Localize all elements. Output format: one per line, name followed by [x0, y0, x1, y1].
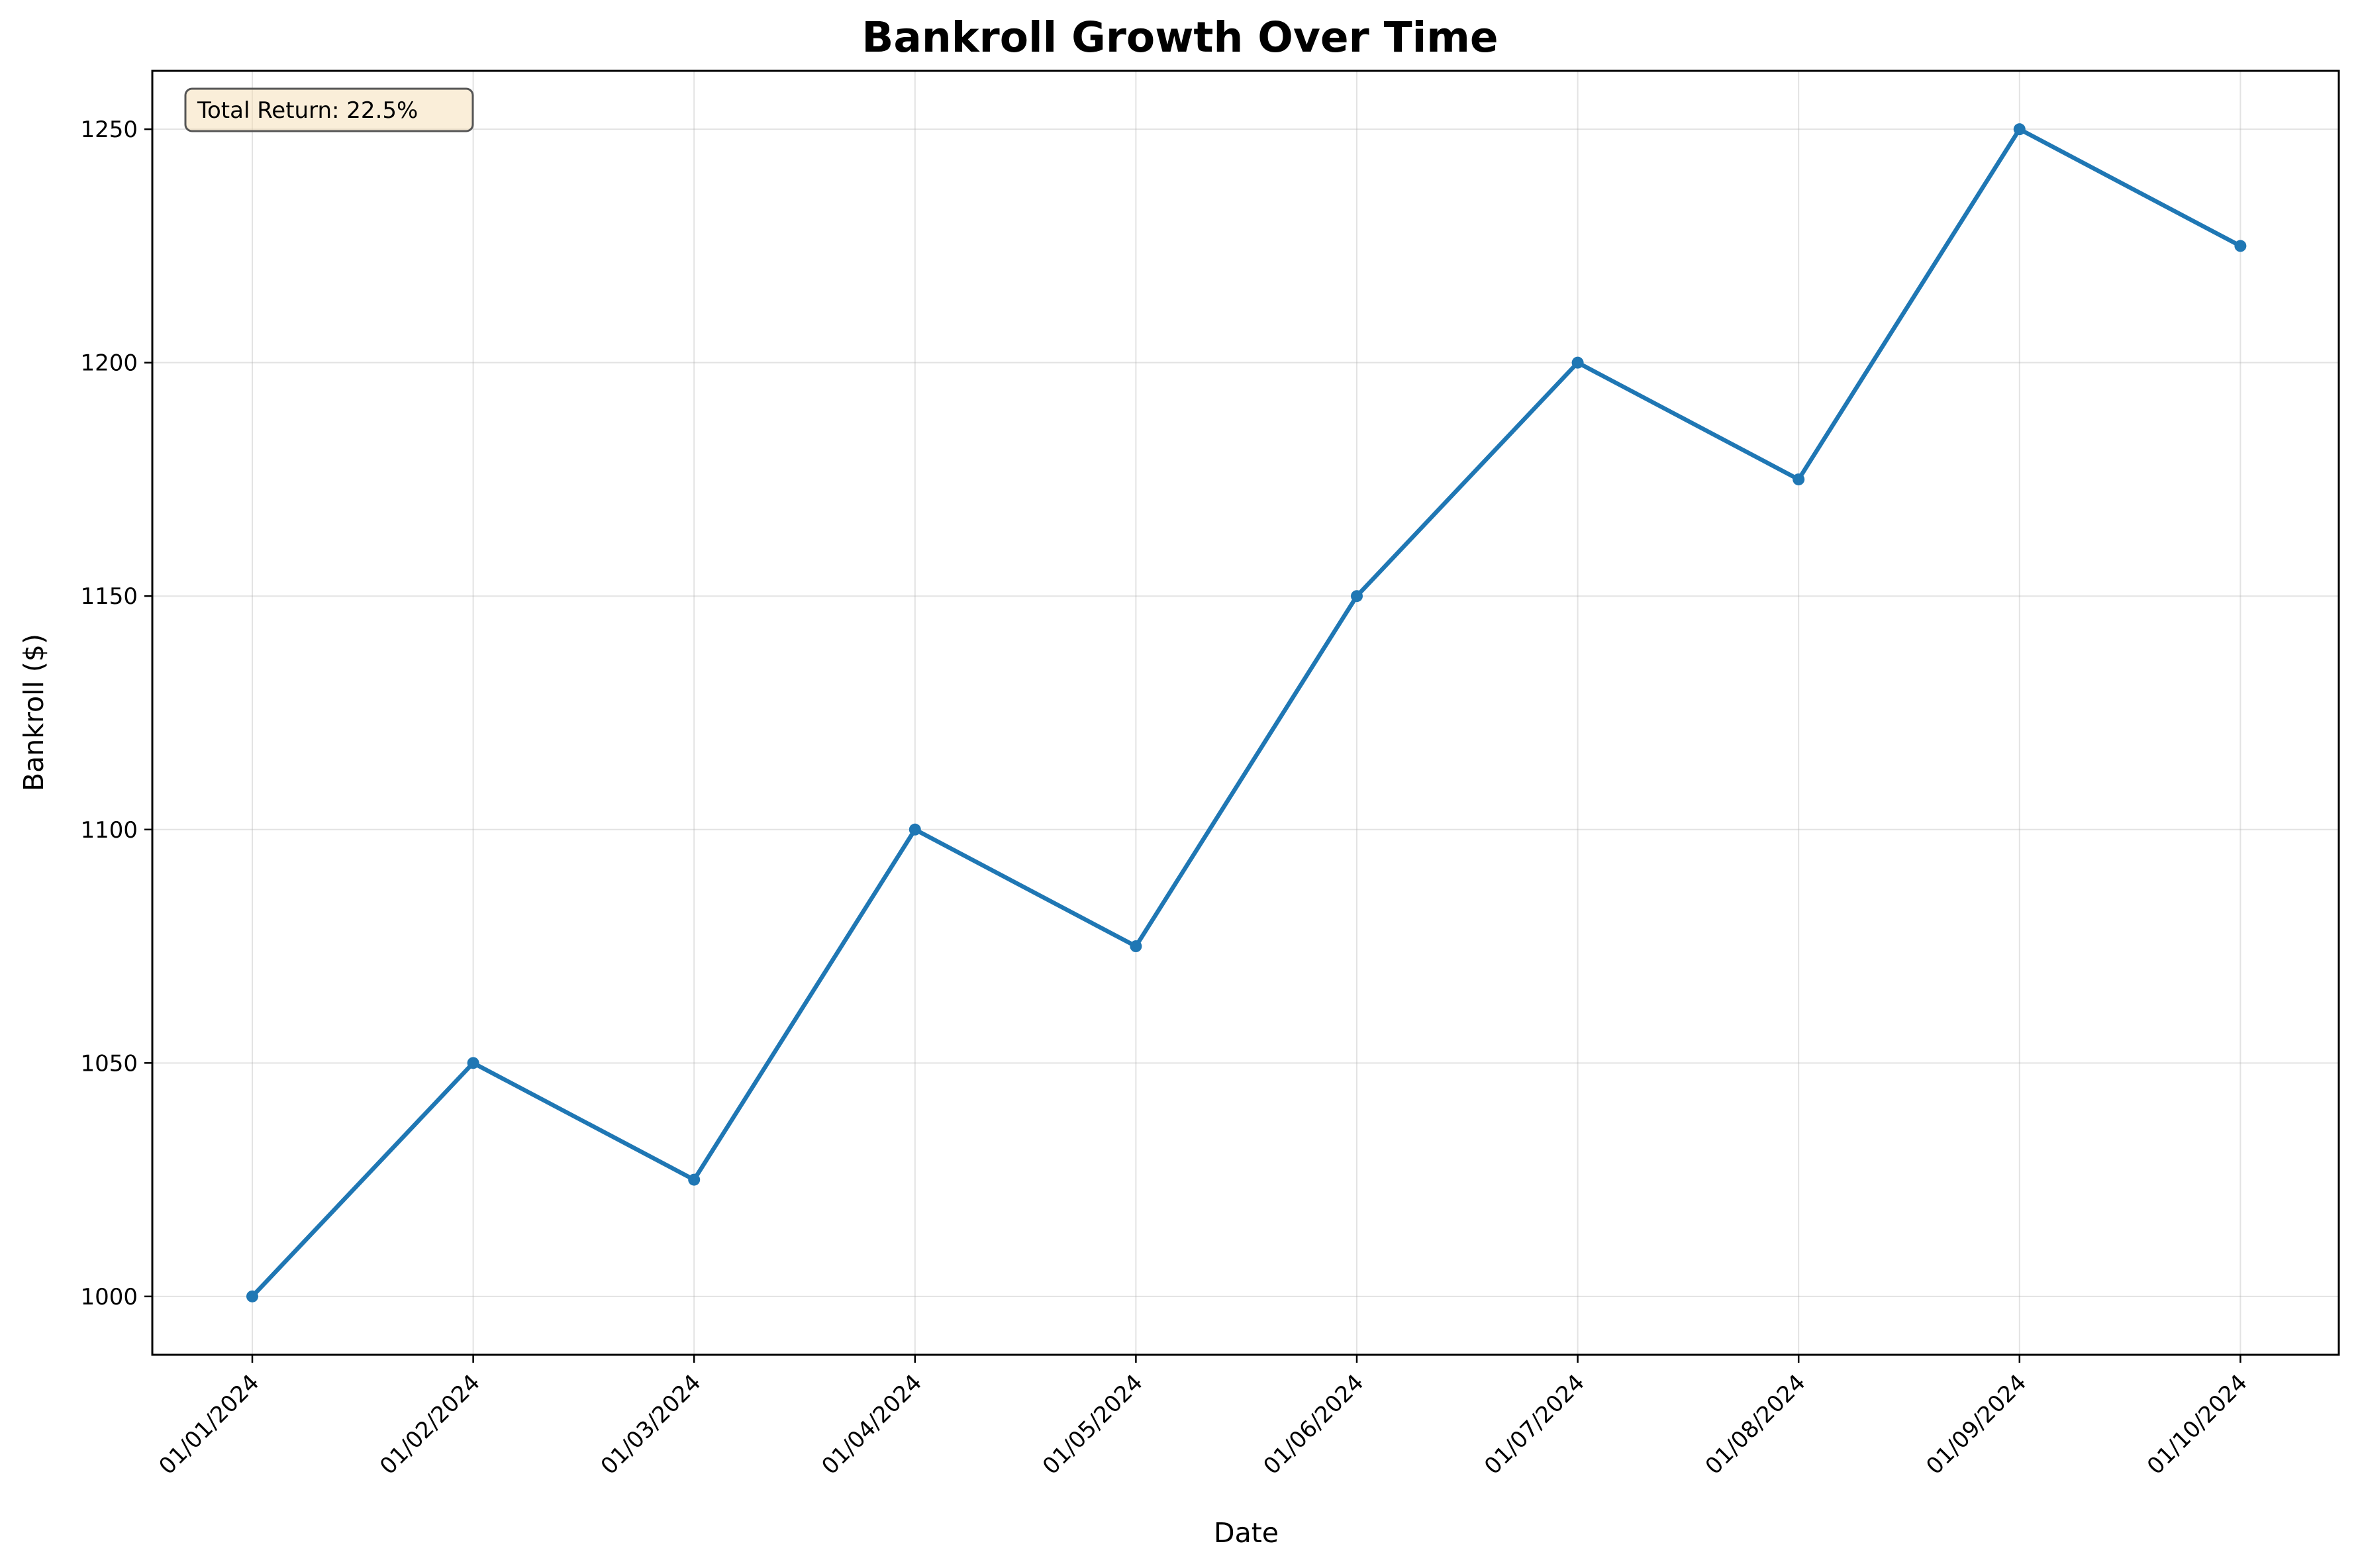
data-point [2234, 240, 2247, 252]
total-return-annotation: Total Return: 22.5% [184, 87, 474, 132]
series-layer [246, 123, 2247, 1302]
data-point [467, 1057, 479, 1069]
y-tick-label: 1250 [80, 117, 138, 143]
grid [152, 71, 2339, 1355]
y-axis-ticks: 1000 1050 1100 1150 1200 1250 [80, 117, 152, 1310]
annotation-text: Total Return: 22.5% [197, 97, 418, 124]
y-tick-label: 1200 [80, 350, 138, 377]
x-tick-label: 01/04/2024 [816, 1369, 927, 1480]
annotation-box [184, 87, 474, 132]
data-point [1130, 940, 1142, 953]
y-axis-label: Bankroll ($) [18, 634, 50, 791]
data-point [1571, 356, 1584, 369]
x-axis-label: Date [1214, 1517, 1279, 1549]
x-tick-label: 01/07/2024 [1479, 1369, 1590, 1480]
data-point [2013, 123, 2026, 136]
x-tick-label: 01/08/2024 [1700, 1369, 1811, 1480]
x-tick-label: 01/02/2024 [375, 1369, 485, 1480]
y-tick-label: 1050 [80, 1050, 138, 1077]
data-point [246, 1290, 258, 1302]
x-axis-ticks: 01/01/2024 01/02/2024 01/03/2024 01/04/2024… [154, 1355, 2253, 1480]
x-tick-label: 01/05/2024 [1038, 1369, 1148, 1480]
x-tick-label: 01/09/2024 [1921, 1369, 2032, 1480]
data-point [1351, 590, 1363, 603]
y-tick-label: 1150 [80, 583, 138, 610]
x-tick-label: 01/10/2024 [2142, 1369, 2253, 1480]
x-tick-label: 01/03/2024 [596, 1369, 707, 1480]
data-point [688, 1173, 701, 1186]
x-tick-label: 01/01/2024 [154, 1369, 265, 1480]
chart-title: Bankroll Growth Over Time [861, 13, 1498, 62]
y-tick-label: 1000 [80, 1284, 138, 1310]
data-point [909, 823, 921, 836]
plot-frame [151, 70, 2340, 1356]
data-point [1793, 473, 1805, 485]
series-line [250, 126, 2243, 1299]
x-tick-label: 01/06/2024 [1259, 1369, 1369, 1480]
y-tick-label: 1100 [80, 817, 138, 844]
